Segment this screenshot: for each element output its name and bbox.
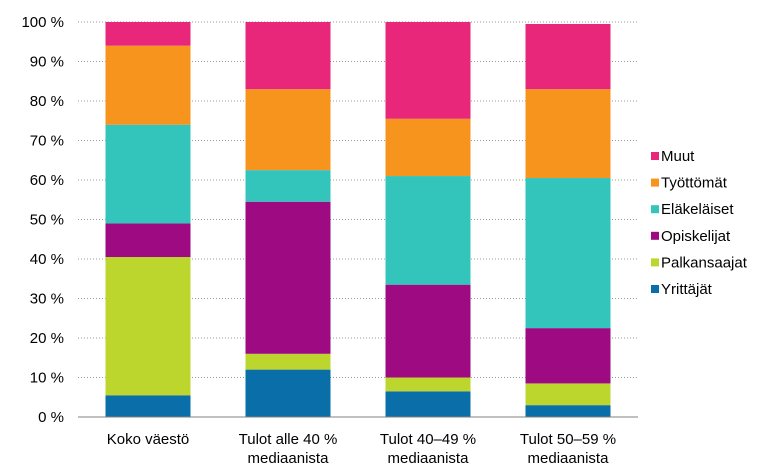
x-axis: Koko väestö Tulot alle 40 % mediaanista Tul… (78, 416, 638, 467)
x-tick-label: mediaanista (248, 450, 330, 467)
y-tick-label: 30 % (30, 291, 64, 308)
y-axis: 0 % 10 % 20 % 30 % 40 % 50 % 60 % 70 % 80 % 90 % 1… (21, 14, 64, 426)
legend-swatch (651, 205, 659, 214)
bar-segment-Muut (105, 22, 191, 46)
bar-segment-Palkansaajat (245, 353, 331, 370)
bar-segment-Muut (525, 23, 611, 90)
legend-label: Työttömät (661, 175, 728, 192)
y-tick-label: 100 % (21, 14, 64, 31)
legend-label: Palkansaajat (661, 254, 748, 271)
bar-segment-Työttömät (105, 45, 191, 125)
x-tick-label: Tulot 40–49 % (380, 431, 476, 448)
bar-segment-Yrittäjät (385, 391, 471, 417)
y-tick-label: 10 % (30, 370, 64, 387)
y-tick-label: 50 % (30, 212, 64, 229)
legend-swatch (651, 258, 659, 267)
y-tick-label: 0 % (38, 409, 64, 426)
bar-segment-Muut (245, 22, 331, 90)
y-tick-label: 20 % (30, 330, 64, 347)
legend-swatch (651, 152, 659, 160)
bars (105, 22, 611, 417)
bar-segment-Opiskelijat (245, 201, 331, 354)
x-tick-label: Tulot alle 40 % (239, 431, 338, 448)
bar-segment-Eläkeläiset (525, 178, 611, 329)
legend-label: Yrittäjät (661, 281, 713, 298)
bar-segment-Opiskelijat (105, 223, 191, 258)
legend-label: Muut (661, 148, 695, 165)
bar-segment-Työttömät (525, 89, 611, 179)
legend-label: Eläkeläiset (661, 201, 734, 218)
bar-segment-Muut (385, 22, 471, 119)
x-tick-label: Tulot 50–59 % (520, 431, 616, 448)
bar-segment-Opiskelijat (525, 328, 611, 384)
y-tick-label: 90 % (30, 54, 64, 71)
y-tick-label: 40 % (30, 251, 64, 268)
bar-segment-Palkansaajat (525, 383, 611, 406)
bar-segment-Eläkeläiset (385, 176, 471, 285)
y-tick-label: 70 % (30, 133, 64, 150)
bar-segment-Työttömät (245, 89, 331, 171)
bar-segment-Palkansaajat (385, 377, 471, 392)
x-tick-label: Koko väestö (107, 431, 190, 448)
bar-segment-Työttömät (385, 118, 471, 177)
legend: Muut Työttömät Eläkeläiset Opiskelijat Palka… (651, 148, 748, 298)
bar-segment-Palkansaajat (105, 257, 191, 396)
bar-segment-Yrittäjät (245, 369, 331, 417)
bar-segment-Opiskelijat (385, 284, 471, 378)
legend-label: Opiskelijat (661, 228, 731, 245)
bar-segment-Eläkeläiset (245, 170, 331, 202)
bar-segment-Eläkeläiset (105, 124, 191, 224)
bar-segment-Yrittäjät (525, 405, 611, 417)
legend-swatch (651, 285, 659, 293)
y-tick-label: 80 % (30, 93, 64, 110)
x-tick-label: mediaanista (388, 450, 470, 467)
y-tick-label: 60 % (30, 172, 64, 189)
legend-swatch (651, 178, 659, 187)
x-tick-label: mediaanista (528, 450, 610, 467)
legend-swatch (651, 231, 659, 240)
bar-segment-Yrittäjät (105, 395, 191, 417)
